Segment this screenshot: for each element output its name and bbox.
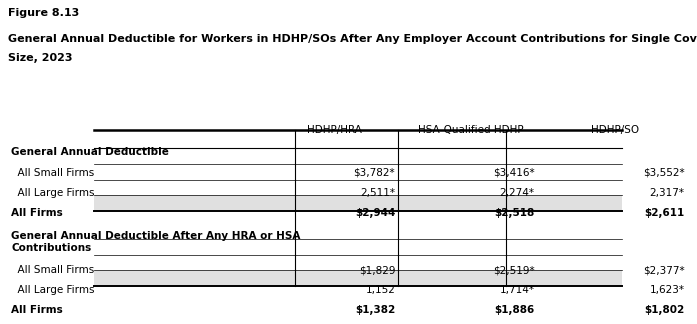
Text: $2,518: $2,518 — [494, 208, 535, 218]
Text: 1,714*: 1,714* — [500, 285, 535, 295]
Text: 2,274*: 2,274* — [500, 188, 535, 198]
Text: $1,382: $1,382 — [355, 306, 395, 315]
Bar — [93, 195, 622, 211]
Text: All Small Firms: All Small Firms — [11, 265, 94, 275]
Bar — [93, 270, 622, 286]
Text: $3,416*: $3,416* — [493, 168, 535, 178]
Text: $2,377*: $2,377* — [643, 265, 684, 275]
Text: Size, 2023: Size, 2023 — [8, 53, 73, 64]
Text: All Large Firms: All Large Firms — [11, 188, 95, 198]
Text: General Annual Deductible After Any HRA or HSA
Contributions: General Annual Deductible After Any HRA … — [11, 231, 300, 252]
Text: General Annual Deductible for Workers in HDHP/SOs After Any Employer Account Con: General Annual Deductible for Workers in… — [8, 34, 697, 44]
Text: 2,511*: 2,511* — [360, 188, 395, 198]
Text: HDHP/HRA: HDHP/HRA — [307, 125, 362, 135]
Text: All Small Firms: All Small Firms — [11, 168, 94, 178]
Text: $3,782*: $3,782* — [353, 168, 395, 178]
Text: All Firms: All Firms — [11, 306, 63, 315]
Text: 1,623*: 1,623* — [650, 285, 684, 295]
Text: $2,611: $2,611 — [644, 208, 684, 218]
Text: $1,829: $1,829 — [359, 265, 395, 275]
Text: $3,552*: $3,552* — [643, 168, 684, 178]
Text: HSA-Qualified HDHP: HSA-Qualified HDHP — [418, 125, 523, 135]
Text: $1,886: $1,886 — [494, 306, 535, 315]
Text: $2,944: $2,944 — [355, 208, 395, 218]
Text: All Firms: All Firms — [11, 208, 63, 218]
Text: General Annual Deductible: General Annual Deductible — [11, 147, 169, 157]
Text: 2,317*: 2,317* — [650, 188, 684, 198]
Text: $1,802: $1,802 — [644, 306, 684, 315]
Text: 1,152: 1,152 — [365, 285, 395, 295]
Text: All Large Firms: All Large Firms — [11, 285, 95, 295]
Text: Figure 8.13: Figure 8.13 — [8, 8, 79, 18]
Text: HDHP/SO: HDHP/SO — [591, 125, 639, 135]
Text: $2,519*: $2,519* — [493, 265, 535, 275]
